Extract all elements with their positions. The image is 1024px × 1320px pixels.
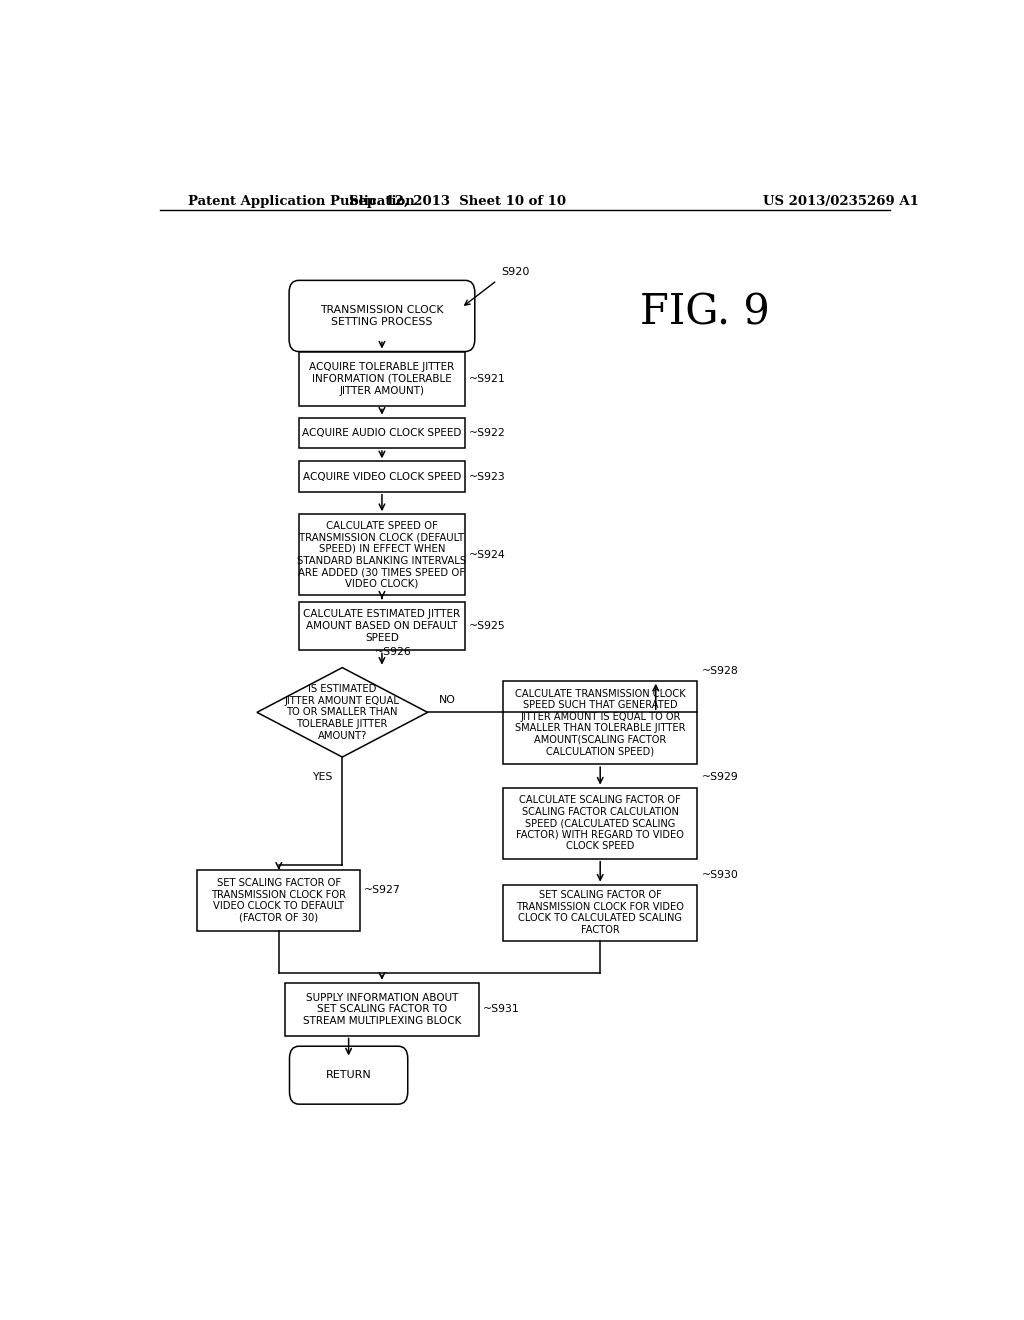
Text: TRANSMISSION CLOCK
SETTING PROCESS: TRANSMISSION CLOCK SETTING PROCESS — [321, 305, 443, 327]
Bar — [299, 351, 465, 407]
Text: RETURN: RETURN — [326, 1071, 372, 1080]
Bar — [299, 417, 465, 447]
Bar — [503, 884, 697, 941]
Bar — [198, 870, 360, 931]
Text: ~S925: ~S925 — [469, 620, 506, 631]
Text: ~S928: ~S928 — [701, 665, 738, 676]
Text: ~S923: ~S923 — [469, 471, 506, 482]
Text: SUPPLY INFORMATION ABOUT
SET SCALING FACTOR TO
STREAM MULTIPLEXING BLOCK: SUPPLY INFORMATION ABOUT SET SCALING FAC… — [303, 993, 461, 1026]
Text: SET SCALING FACTOR OF
TRANSMISSION CLOCK FOR
VIDEO CLOCK TO DEFAULT
(FACTOR OF 3: SET SCALING FACTOR OF TRANSMISSION CLOCK… — [211, 878, 346, 923]
Text: ACQUIRE AUDIO CLOCK SPEED: ACQUIRE AUDIO CLOCK SPEED — [302, 428, 462, 438]
Text: ~S922: ~S922 — [469, 428, 506, 438]
Text: CALCULATE TRANSMISSION CLOCK
SPEED SUCH THAT GENERATED
JITTER AMOUNT IS EQUAL TO: CALCULATE TRANSMISSION CLOCK SPEED SUCH … — [515, 689, 685, 756]
Text: US 2013/0235269 A1: US 2013/0235269 A1 — [763, 194, 919, 207]
Bar — [299, 602, 465, 651]
Text: ~S927: ~S927 — [365, 886, 400, 895]
Text: ~S931: ~S931 — [483, 1005, 520, 1014]
Text: CALCULATE SCALING FACTOR OF
SCALING FACTOR CALCULATION
SPEED (CALCULATED SCALING: CALCULATE SCALING FACTOR OF SCALING FACT… — [516, 795, 684, 851]
Text: ~S921: ~S921 — [469, 374, 506, 384]
Bar — [299, 515, 465, 595]
Text: ACQUIRE TOLERABLE JITTER
INFORMATION (TOLERABLE
JITTER AMOUNT): ACQUIRE TOLERABLE JITTER INFORMATION (TO… — [309, 363, 455, 396]
Text: SET SCALING FACTOR OF
TRANSMISSION CLOCK FOR VIDEO
CLOCK TO CALCULATED SCALING
F: SET SCALING FACTOR OF TRANSMISSION CLOCK… — [516, 890, 684, 935]
Text: ~S929: ~S929 — [701, 772, 738, 783]
Text: Sep. 12, 2013  Sheet 10 of 10: Sep. 12, 2013 Sheet 10 of 10 — [349, 194, 566, 207]
Bar — [503, 681, 697, 764]
Text: CALCULATE ESTIMATED JITTER
AMOUNT BASED ON DEFAULT
SPEED: CALCULATE ESTIMATED JITTER AMOUNT BASED … — [303, 610, 461, 643]
FancyBboxPatch shape — [290, 1047, 408, 1104]
Text: YES: YES — [312, 772, 333, 783]
Text: CALCULATE SPEED OF
TRANSMISSION CLOCK (DEFAULT
SPEED) IN EFFECT WHEN
STANDARD BL: CALCULATE SPEED OF TRANSMISSION CLOCK (D… — [297, 521, 467, 589]
Text: ACQUIRE VIDEO CLOCK SPEED: ACQUIRE VIDEO CLOCK SPEED — [303, 471, 461, 482]
Bar — [299, 461, 465, 492]
Text: ~S926: ~S926 — [375, 647, 412, 657]
Text: FIG. 9: FIG. 9 — [640, 292, 770, 334]
Text: ~S930: ~S930 — [701, 870, 738, 879]
Text: NO: NO — [439, 696, 456, 705]
Text: S920: S920 — [501, 268, 529, 277]
Bar — [285, 982, 479, 1036]
Bar — [503, 788, 697, 859]
Text: IS ESTIMATED
JITTER AMOUNT EQUAL
TO OR SMALLER THAN
TOLERABLE JITTER
AMOUNT?: IS ESTIMATED JITTER AMOUNT EQUAL TO OR S… — [285, 684, 399, 741]
Text: Patent Application Publication: Patent Application Publication — [187, 194, 415, 207]
Polygon shape — [257, 668, 428, 758]
Text: ~S924: ~S924 — [469, 550, 506, 560]
FancyBboxPatch shape — [289, 280, 475, 351]
